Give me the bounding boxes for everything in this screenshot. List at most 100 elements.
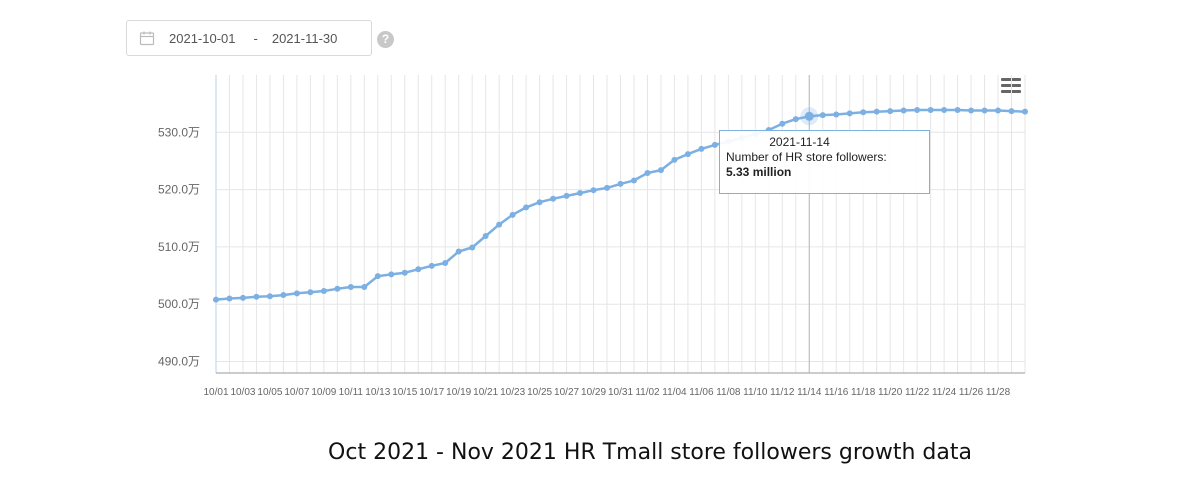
x-tick-label: 11/06	[689, 387, 714, 398]
data-point	[334, 285, 341, 292]
end-date[interactable]: 2021-11-30	[271, 30, 338, 46]
x-tick-label: 10/13	[365, 387, 390, 398]
data-point	[792, 116, 799, 123]
data-point	[374, 273, 381, 280]
chart-menu-icon[interactable]	[1001, 78, 1021, 94]
data-point	[226, 295, 233, 302]
x-tick-label: 10/29	[581, 387, 606, 398]
calendar-icon	[139, 31, 155, 46]
x-tick-label: 11/04	[662, 387, 687, 398]
data-point	[671, 156, 678, 163]
data-point	[900, 107, 907, 114]
data-point	[927, 106, 934, 113]
data-point	[496, 221, 503, 228]
tooltip-date: 2021-11-14	[769, 135, 830, 149]
data-point	[213, 296, 219, 303]
x-tick-label: 11/08	[716, 387, 741, 398]
x-tick-label: 11/28	[986, 387, 1011, 398]
y-tick-label: 500.0万	[158, 297, 200, 311]
data-point	[550, 195, 557, 202]
data-point	[442, 259, 449, 266]
x-tick-label: 11/20	[878, 387, 903, 398]
x-tick-label: 10/19	[446, 387, 471, 398]
data-point	[293, 290, 300, 297]
data-point	[536, 199, 543, 206]
data-point	[630, 177, 637, 184]
data-point	[684, 151, 691, 158]
x-tick-label: 11/12	[770, 387, 795, 398]
date-separator: -	[253, 30, 258, 46]
data-point	[320, 288, 327, 295]
x-tick-label: 10/25	[527, 387, 552, 398]
data-point	[860, 109, 867, 116]
data-point	[914, 106, 921, 113]
data-point	[482, 233, 489, 240]
data-point	[253, 293, 260, 300]
y-tick-label: 490.0万	[158, 355, 200, 369]
y-tick-label: 520.0万	[158, 183, 200, 197]
highlight-point	[804, 111, 814, 121]
data-point	[846, 110, 853, 117]
x-tick-label: 10/11	[339, 387, 364, 398]
data-point	[590, 187, 597, 194]
x-tick-label: 10/21	[473, 387, 498, 398]
y-tick-label: 510.0万	[158, 240, 200, 254]
data-point	[307, 289, 314, 296]
data-point	[981, 107, 988, 114]
data-point	[266, 293, 273, 300]
x-tick-label: 11/10	[743, 387, 768, 398]
data-point	[617, 180, 624, 187]
x-tick-label: 10/27	[554, 387, 579, 398]
data-point	[887, 108, 894, 115]
x-tick-label: 10/15	[392, 387, 417, 398]
data-point	[873, 108, 880, 115]
start-date[interactable]: 2021-10-01	[169, 30, 236, 46]
line-chart: 490.0万 500.0万 510.0万 520.0万 530.0万 10/01 10/03…	[158, 75, 1028, 398]
x-tick-label: 10/07	[284, 387, 309, 398]
x-tick-label: 11/24	[932, 387, 957, 398]
data-point	[455, 248, 462, 255]
y-tick-label: 530.0万	[158, 125, 200, 139]
tooltip-label: Number of HR store followers:	[726, 150, 887, 164]
x-tick-label: 11/26	[959, 387, 984, 398]
data-point	[239, 294, 246, 301]
x-tick-label: 10/03	[230, 387, 255, 398]
data-point	[1022, 108, 1028, 115]
x-tick-label: 11/02	[635, 387, 660, 398]
x-tick-label: 10/01	[203, 387, 228, 398]
x-tick-label: 11/16	[824, 387, 849, 398]
data-point	[428, 262, 435, 269]
data-point	[388, 271, 395, 278]
x-tick-label: 11/18	[851, 387, 876, 398]
date-range-picker[interactable]: 2021-10-01 - 2021-11-30	[126, 20, 372, 56]
data-point	[711, 141, 718, 148]
help-icon[interactable]: ?	[377, 31, 394, 48]
data-point	[779, 120, 786, 127]
x-tick-label: 10/23	[500, 387, 525, 398]
data-point	[415, 266, 422, 273]
data-point	[509, 211, 516, 218]
data-point	[954, 106, 961, 113]
data-point	[657, 167, 664, 174]
x-tick-label: 11/22	[905, 387, 930, 398]
tooltip-value: 5.33 million	[726, 165, 792, 179]
data-point	[523, 204, 530, 211]
data-point	[941, 106, 948, 113]
x-tick-label: 10/31	[608, 387, 633, 398]
data-point	[604, 184, 611, 191]
data-point	[968, 107, 975, 114]
data-point	[401, 269, 408, 276]
x-tick-label: 10/09	[311, 387, 336, 398]
chart-tooltip: 2021-11-14 Number of HR store followers:…	[719, 130, 930, 194]
data-point	[644, 169, 651, 176]
data-point	[280, 292, 287, 299]
data-point	[833, 111, 840, 118]
data-point	[469, 244, 476, 251]
data-point	[361, 284, 368, 291]
data-point	[1008, 108, 1015, 115]
x-tick-label: 10/05	[257, 387, 282, 398]
data-point	[563, 192, 570, 199]
x-tick-label: 11/14	[797, 387, 822, 398]
data-point	[698, 145, 705, 152]
data-point	[347, 284, 354, 291]
